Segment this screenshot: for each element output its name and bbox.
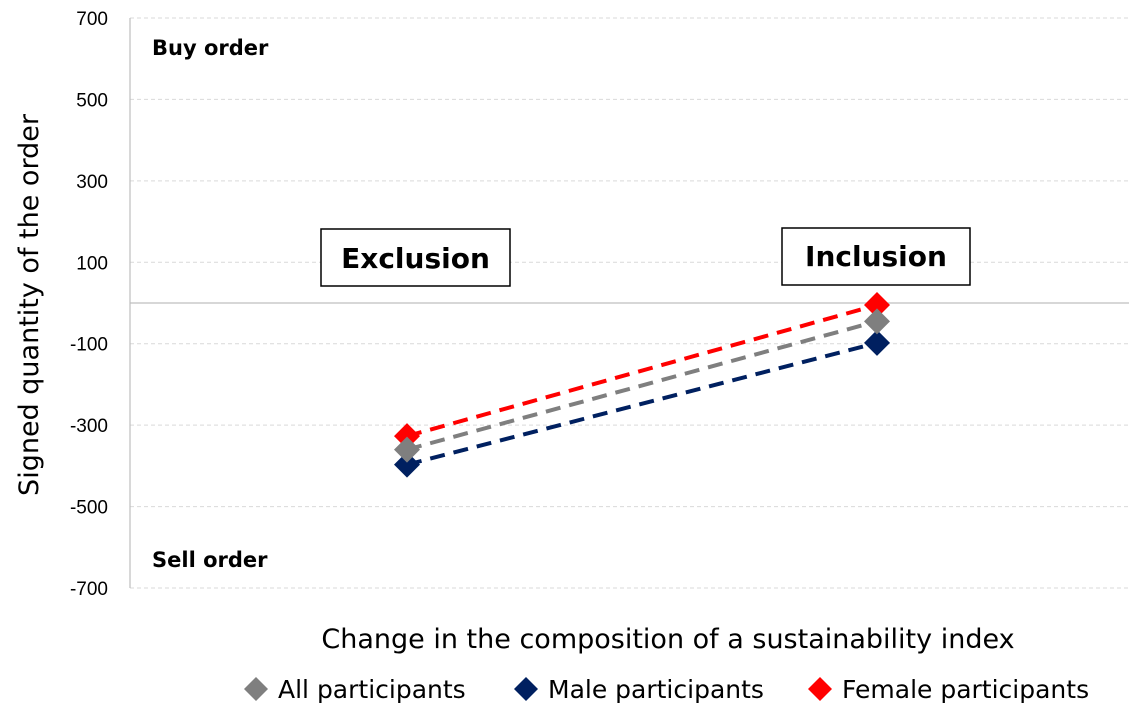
data-point-female-participants bbox=[864, 292, 890, 319]
data-point-female-participants bbox=[394, 423, 420, 450]
exclusion-box bbox=[320, 228, 511, 287]
exclusion-box-label: Exclusion bbox=[341, 242, 490, 275]
y-tick-label: -700 bbox=[70, 579, 108, 600]
legend-label-female-participants: Female participants bbox=[842, 675, 1089, 704]
data-point-all-participants bbox=[864, 308, 890, 335]
y-tick-label: 700 bbox=[76, 9, 108, 30]
series-all-participants bbox=[406, 319, 878, 452]
annotation-layer: Buy order Sell order Exclusion Inclusion bbox=[152, 36, 971, 572]
legend-marker-male-participants bbox=[514, 677, 538, 701]
inclusion-box bbox=[781, 227, 971, 286]
data-point-all-participants bbox=[394, 436, 420, 463]
y-tick-label: 500 bbox=[76, 90, 108, 111]
series-female-participants bbox=[406, 303, 878, 439]
legend-item-female-participants: Female participants bbox=[808, 675, 1089, 704]
inclusion-box-label: Inclusion bbox=[805, 240, 947, 273]
series-line-female-participants bbox=[406, 303, 878, 439]
y-tick-label: 300 bbox=[76, 172, 108, 193]
legend-marker-all-participants bbox=[244, 677, 268, 701]
x-axis-title: Change in the composition of a sustainab… bbox=[321, 624, 1014, 655]
series-line-all-participants bbox=[406, 319, 878, 452]
series-layer bbox=[394, 292, 890, 478]
buy-order-note: Buy order bbox=[152, 36, 269, 60]
legend: All participants Male participants Female … bbox=[244, 675, 1089, 704]
legend-item-all-participants: All participants bbox=[244, 675, 466, 704]
y-axis-title: Signed quantity of the order bbox=[14, 113, 45, 496]
grid-layer bbox=[130, 17, 1129, 589]
sell-order-note: Sell order bbox=[152, 548, 268, 572]
legend-item-male-participants: Male participants bbox=[514, 675, 764, 704]
legend-marker-female-participants bbox=[808, 677, 832, 701]
data-point-male-participants bbox=[864, 329, 890, 356]
y-tick-label: -500 bbox=[70, 498, 108, 519]
data-point-male-participants bbox=[394, 451, 420, 478]
y-tick-label: -100 bbox=[70, 335, 108, 356]
series-male-participants bbox=[406, 340, 878, 467]
legend-label-all-participants: All participants bbox=[278, 675, 466, 704]
axis-layer: 700 500 300 100 -100 -300 -500 -700 bbox=[70, 9, 1129, 600]
y-tick-label: 100 bbox=[76, 253, 108, 274]
legend-label-male-participants: Male participants bbox=[548, 675, 764, 704]
y-tick-label: -300 bbox=[70, 416, 108, 437]
series-line-male-participants bbox=[406, 340, 878, 467]
